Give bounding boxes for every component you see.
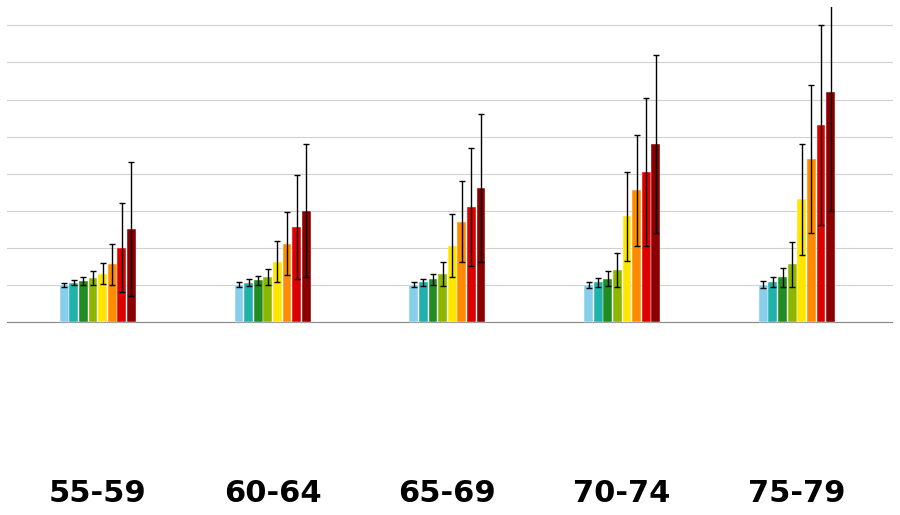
Bar [594,282,602,322]
Bar [273,262,282,322]
Bar [652,144,661,322]
Bar [797,199,806,322]
Bar [759,285,768,322]
Bar [807,159,815,322]
Bar [778,277,787,322]
Bar [88,278,97,322]
Bar [302,211,310,322]
Bar [244,283,253,322]
Bar [584,285,593,322]
Bar [448,246,456,322]
Bar [98,273,107,322]
Bar [438,274,447,322]
Bar [264,277,272,322]
Bar [418,282,427,322]
Bar [816,126,825,322]
Bar [613,270,622,322]
Bar [603,279,612,322]
Bar [127,229,136,322]
Bar [623,216,632,322]
Bar [283,244,292,322]
Bar [69,283,78,322]
Bar [769,282,778,322]
Bar [477,188,485,322]
Bar [235,285,243,322]
Bar [467,207,476,322]
Bar [457,221,466,322]
Bar [108,264,117,322]
Bar [642,171,651,322]
Bar [428,280,437,322]
Bar [632,190,641,322]
Bar [79,281,88,322]
Bar [59,285,68,322]
Bar [292,227,302,322]
Bar [826,92,835,322]
Bar [788,264,796,322]
Bar [117,248,126,322]
Bar [410,285,418,322]
Bar [254,280,263,322]
